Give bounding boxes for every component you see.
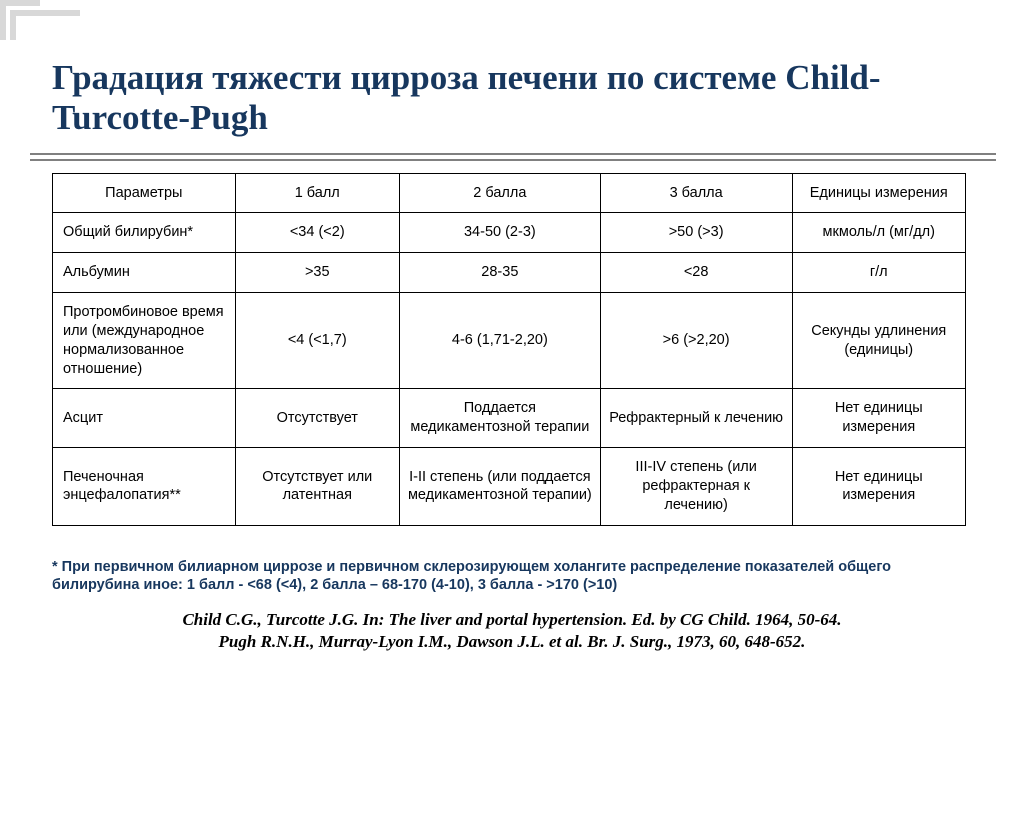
- param-cell: Общий билирубин*: [53, 213, 236, 253]
- table-row: Общий билирубин* <34 (<2) 34-50 (2-3) >5…: [53, 213, 966, 253]
- table-body: Общий билирубин* <34 (<2) 34-50 (2-3) >5…: [53, 213, 966, 525]
- unit-cell: Нет единицы измерения: [792, 389, 966, 448]
- value-cell: III-IV степень (или рефрактерная к лечен…: [600, 448, 792, 526]
- col-header: 3 балла: [600, 173, 792, 213]
- unit-cell: Нет единицы измерения: [792, 448, 966, 526]
- citation: Child C.G., Turcotte J.G. In: The liver …: [40, 609, 984, 653]
- divider-lines: [30, 153, 996, 163]
- corner-decoration: [0, 0, 120, 60]
- value-cell: 28-35: [399, 253, 600, 293]
- param-cell: Печеночная энцефалопатия**: [53, 448, 236, 526]
- value-cell: >6 (>2,20): [600, 293, 792, 389]
- col-header: Единицы измерения: [792, 173, 966, 213]
- value-cell: >35: [235, 253, 399, 293]
- value-cell: >50 (>3): [600, 213, 792, 253]
- table-container: Параметры 1 балл 2 балла 3 балла Единицы…: [0, 173, 1024, 526]
- col-header: Параметры: [53, 173, 236, 213]
- param-cell: Протромбиновое время или (международное …: [53, 293, 236, 389]
- value-cell: Рефрактерный к лечению: [600, 389, 792, 448]
- table-row: Протромбиновое время или (международное …: [53, 293, 966, 389]
- value-cell: <34 (<2): [235, 213, 399, 253]
- footnote-bilirubin: * При первичном билиарном циррозе и перв…: [52, 558, 966, 596]
- value-cell: <28: [600, 253, 792, 293]
- value-cell: Отсутствует: [235, 389, 399, 448]
- table-row: Печеночная энцефалопатия** Отсутствует и…: [53, 448, 966, 526]
- slide-title: Градация тяжести цирроза печени по систе…: [0, 0, 1024, 139]
- param-cell: Альбумин: [53, 253, 236, 293]
- value-cell: Отсутствует или латентная: [235, 448, 399, 526]
- unit-cell: Секунды удлинения (единицы): [792, 293, 966, 389]
- value-cell: 34-50 (2-3): [399, 213, 600, 253]
- table-header-row: Параметры 1 балл 2 балла 3 балла Единицы…: [53, 173, 966, 213]
- unit-cell: г/л: [792, 253, 966, 293]
- value-cell: 4-6 (1,71-2,20): [399, 293, 600, 389]
- unit-cell: мкмоль/л (мг/дл): [792, 213, 966, 253]
- col-header: 1 балл: [235, 173, 399, 213]
- citation-line: Child C.G., Turcotte J.G. In: The liver …: [182, 610, 841, 629]
- param-cell: Асцит: [53, 389, 236, 448]
- value-cell: Поддается медикаментозной терапии: [399, 389, 600, 448]
- table-row: Асцит Отсутствует Поддается медикаментоз…: [53, 389, 966, 448]
- value-cell: <4 (<1,7): [235, 293, 399, 389]
- value-cell: I-II степень (или поддается медикаментоз…: [399, 448, 600, 526]
- child-pugh-table: Параметры 1 балл 2 балла 3 балла Единицы…: [52, 173, 966, 526]
- table-row: Альбумин >35 28-35 <28 г/л: [53, 253, 966, 293]
- citation-line: Pugh R.N.H., Murray-Lyon I.M., Dawson J.…: [219, 632, 806, 651]
- col-header: 2 балла: [399, 173, 600, 213]
- slide: Градация тяжести цирроза печени по систе…: [0, 0, 1024, 819]
